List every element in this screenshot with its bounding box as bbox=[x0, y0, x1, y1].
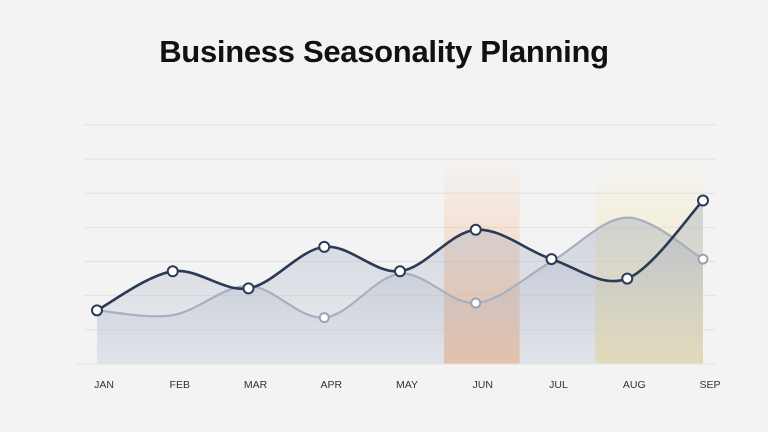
x-axis-ticks: JAN FEB MAR APR MAY JUN JUL AUG SEP bbox=[94, 379, 720, 391]
x-tick-label: AUG bbox=[623, 379, 646, 391]
series-1-point-jul bbox=[545, 253, 558, 266]
series-1-point-may bbox=[394, 265, 406, 278]
series-1-point-jun bbox=[469, 223, 482, 236]
chart-title: Business Seasonality Planning bbox=[159, 34, 609, 69]
series-2-point-sep bbox=[697, 253, 709, 265]
x-tick-label: JUL bbox=[549, 379, 568, 391]
series-areas bbox=[97, 200, 703, 364]
x-tick-label: MAR bbox=[244, 379, 268, 391]
series-1-point-feb bbox=[166, 265, 179, 278]
x-tick-label: APR bbox=[320, 379, 342, 391]
series-2-point-jun bbox=[470, 297, 482, 309]
series-1-point-apr bbox=[318, 240, 331, 253]
x-tick-label: MAY bbox=[396, 379, 418, 391]
series-markers bbox=[91, 194, 709, 324]
series-2-point-apr bbox=[318, 312, 330, 324]
series-1-point-aug bbox=[621, 272, 634, 285]
series-1-area bbox=[97, 200, 703, 364]
series-1-point-mar bbox=[242, 282, 255, 295]
series-1-point-jan bbox=[91, 304, 103, 317]
x-tick-label: JUN bbox=[473, 379, 493, 391]
x-tick-label: FEB bbox=[170, 379, 190, 391]
series-1-point-sep bbox=[697, 194, 709, 207]
x-tick-label: JAN bbox=[94, 379, 114, 391]
x-tick-label: SEP bbox=[699, 379, 720, 391]
